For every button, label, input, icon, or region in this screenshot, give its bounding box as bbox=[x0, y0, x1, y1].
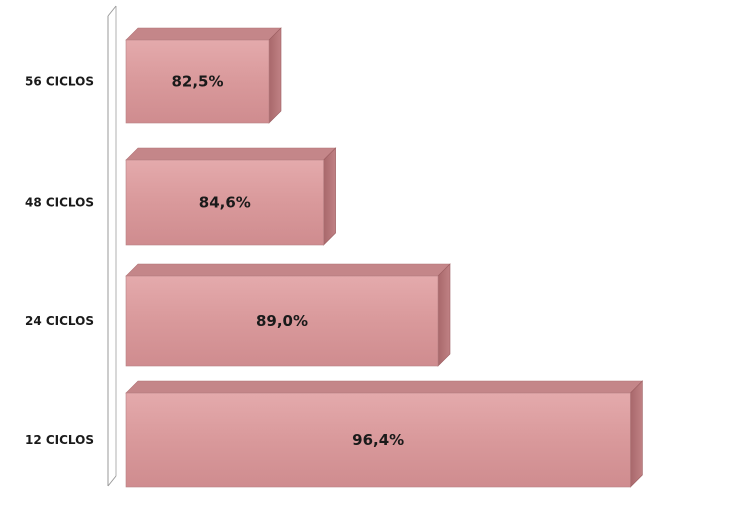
axis-frame bbox=[107, 5, 117, 487]
bar bbox=[125, 27, 282, 124]
bar-top-face bbox=[125, 147, 337, 161]
bar-front-face bbox=[125, 39, 270, 124]
category-label: 48 CICLOS bbox=[25, 196, 94, 210]
bar-top-face bbox=[125, 263, 451, 277]
value-label: 89,0% bbox=[256, 312, 308, 330]
bar-front-face bbox=[125, 275, 439, 367]
axis-top-edge bbox=[107, 5, 117, 17]
category-label: 12 CICLOS bbox=[25, 433, 94, 447]
bar-side-face bbox=[323, 147, 336, 246]
bar-front-face bbox=[125, 159, 324, 246]
category-label: 56 CICLOS bbox=[25, 75, 94, 89]
bar-top-face bbox=[125, 380, 644, 394]
bars-layer bbox=[125, 27, 644, 488]
bar-top-face bbox=[125, 27, 282, 41]
value-label: 84,6% bbox=[199, 194, 251, 212]
bar-side-face bbox=[630, 380, 643, 488]
bar bbox=[125, 147, 337, 246]
value-label: 96,4% bbox=[352, 431, 404, 449]
axis-bottom-edge bbox=[107, 475, 117, 487]
bar bbox=[125, 380, 644, 488]
category-label: 24 CICLOS bbox=[25, 314, 94, 328]
value-label: 82,5% bbox=[171, 73, 223, 91]
bar bbox=[125, 263, 451, 367]
bar-side-face bbox=[268, 27, 282, 124]
bar-front-face bbox=[125, 392, 631, 488]
bar-side-face bbox=[437, 263, 451, 367]
labels-layer: 12 CICLOS 96,4% 24 CICLOS 89,0% 48 CICLOS 84,… bbox=[25, 73, 404, 450]
